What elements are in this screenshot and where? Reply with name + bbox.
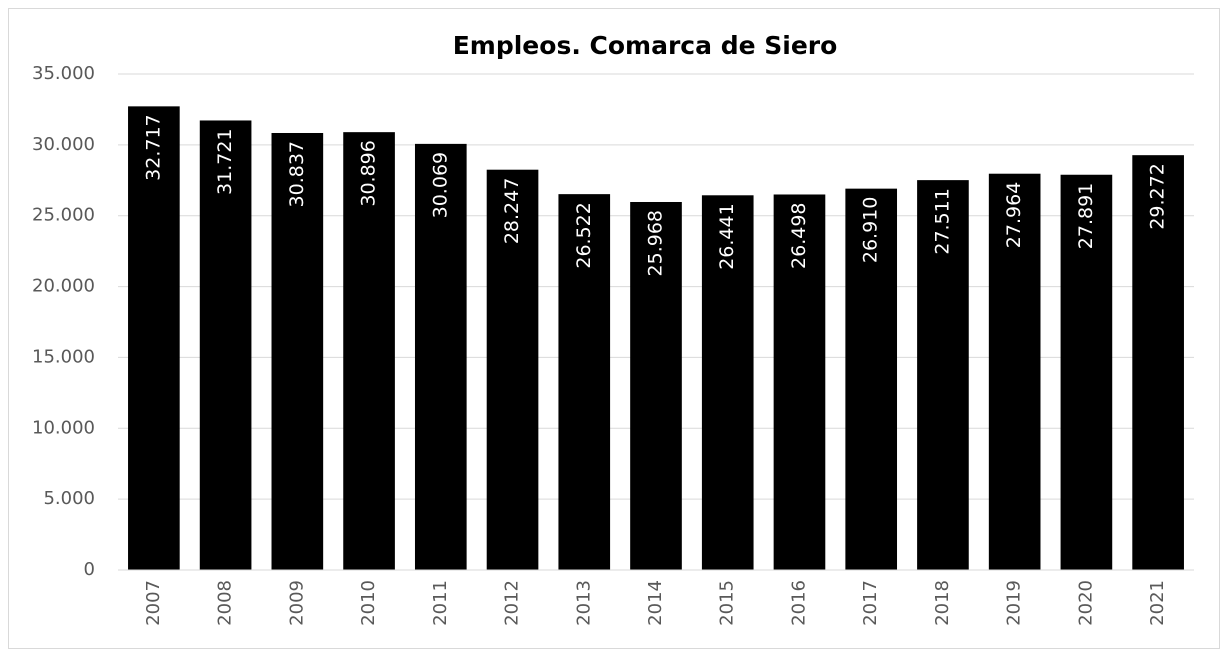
x-tick-label: 2016 [788,580,809,626]
x-tick-label: 2012 [502,580,523,626]
x-tick-label: 2018 [932,580,953,626]
x-tick-label: 2010 [358,580,379,626]
x-tick-label: 2015 [717,580,738,626]
chart-title: Empleos. Comarca de Siero [453,31,838,60]
bar [271,132,324,570]
y-tick-label: 20.000 [32,276,95,297]
data-label: 26.441 [716,203,738,269]
bar [343,132,395,570]
bar [773,194,826,571]
x-tick-label: 2021 [1147,580,1168,626]
bar [128,106,180,571]
y-tick-label: 0 [84,559,95,580]
bar [199,120,252,571]
chart-border [8,8,1220,649]
y-tick-label: 10.000 [32,417,95,438]
bar [414,143,467,570]
data-label: 26.910 [860,197,882,263]
data-label: 27.891 [1075,183,1097,249]
data-label: 30.069 [429,152,451,218]
x-tick-label: 2014 [645,580,666,626]
bar [630,201,682,570]
data-label: 29.272 [1147,163,1169,229]
bar [1060,174,1113,570]
data-label: 26.498 [788,202,810,268]
x-tick-label: 2017 [860,580,881,626]
y-tick-label: 30.000 [32,134,95,155]
bar [701,195,754,570]
x-tick-label: 2007 [143,580,164,626]
data-label: 27.511 [931,188,953,254]
data-label: 30.896 [358,140,380,206]
data-label: 28.247 [501,178,523,244]
data-label: 30.837 [286,141,308,207]
bar [845,188,898,570]
bar [558,194,611,570]
bar [988,173,1041,570]
data-label: 31.721 [214,128,236,194]
x-tick-label: 2020 [1075,580,1096,626]
data-label: 27.964 [1003,182,1025,248]
x-tick-label: 2009 [286,580,307,626]
y-tick-label: 35.000 [32,63,95,84]
x-tick-label: 2008 [215,580,236,626]
y-tick-label: 5.000 [43,488,95,509]
bar [486,169,539,571]
y-tick-label: 25.000 [32,205,95,226]
bar [917,180,969,570]
y-tick-label: 15.000 [32,346,95,367]
data-label: 32.717 [142,114,164,180]
data-label: 25.968 [645,210,667,276]
bar [1132,155,1184,570]
x-tick-label: 2013 [573,580,594,626]
x-tick-label: 2019 [1004,580,1025,626]
data-label: 26.522 [573,202,595,268]
x-tick-label: 2011 [430,580,451,626]
